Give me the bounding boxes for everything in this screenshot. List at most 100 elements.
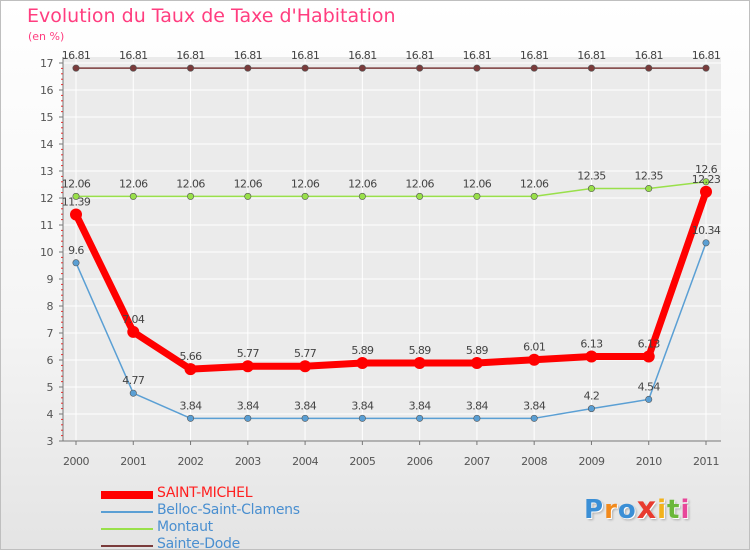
- data-label: 3.84: [179, 399, 202, 412]
- data-point: [358, 414, 366, 422]
- data-label: 6.13: [580, 337, 603, 350]
- data-point: [70, 208, 82, 221]
- data-point: [72, 64, 80, 72]
- x-tick-label: 2004: [292, 455, 318, 468]
- data-label: 12.06: [62, 177, 91, 190]
- data-point: [187, 64, 195, 72]
- legend-label: Sainte-Dode: [157, 536, 240, 552]
- data-point: [702, 178, 710, 186]
- data-point: [413, 356, 426, 369]
- data-point: [184, 363, 197, 376]
- data-label: 5.66: [179, 350, 202, 363]
- data-point: [587, 185, 595, 193]
- x-tick-label: 2011: [693, 455, 719, 468]
- data-label: 3.84: [523, 399, 546, 412]
- data-label: 6.13: [638, 337, 661, 350]
- data-label: 9.6: [68, 244, 84, 257]
- y-tick-label: 16: [40, 84, 53, 97]
- series-line-belloc-saint-clamens: [75, 242, 707, 420]
- x-tick-label: 2000: [63, 455, 89, 468]
- data-point: [244, 192, 252, 200]
- data-label: 16.81: [405, 49, 434, 62]
- data-label: 12.06: [463, 177, 492, 190]
- data-label: 3.84: [409, 399, 432, 412]
- data-label: 3.84: [466, 399, 489, 412]
- y-tick-label: 4: [47, 408, 54, 421]
- data-label: 7.04: [122, 313, 145, 326]
- x-tick-label: 2008: [521, 455, 547, 468]
- data-point: [301, 192, 309, 200]
- data-point: [244, 64, 252, 72]
- data-label: 16.81: [234, 49, 263, 62]
- data-label: 12.06: [234, 177, 263, 190]
- data-point: [642, 350, 655, 363]
- data-label: 12.06: [348, 177, 377, 190]
- legend-label: Montaut: [157, 519, 213, 535]
- data-point: [187, 192, 195, 200]
- legend-swatch: [101, 491, 153, 499]
- data-label: 12.35: [577, 170, 606, 183]
- logo-letter: i: [680, 495, 691, 525]
- y-tick-label: 15: [40, 111, 53, 124]
- plot-area: [63, 57, 721, 441]
- y-tick-label: 3: [47, 435, 54, 448]
- y-tick-label: 13: [40, 165, 53, 178]
- legend-swatch: [101, 528, 153, 530]
- data-label: 16.81: [692, 49, 721, 62]
- y-tick-label: 10: [40, 246, 53, 259]
- data-point: [587, 405, 595, 413]
- data-point: [645, 64, 653, 72]
- data-point: [356, 356, 369, 369]
- legend-item: Sainte-Dode: [101, 536, 361, 554]
- data-point: [645, 185, 653, 193]
- legend-item: Belloc-Saint-Clamens: [101, 502, 361, 520]
- data-point: [358, 64, 366, 72]
- data-label: 16.81: [520, 49, 549, 62]
- data-point: [645, 395, 653, 403]
- y-tick-label: 11: [40, 219, 53, 232]
- data-label: 11.39: [62, 195, 91, 208]
- y-tick-label: 5: [47, 381, 54, 394]
- data-point: [530, 414, 538, 422]
- y-tick-label: 14: [40, 138, 53, 151]
- data-label: 12.06: [176, 177, 205, 190]
- data-point: [244, 414, 252, 422]
- data-label: 12.35: [634, 170, 663, 183]
- data-label: 16.81: [291, 49, 320, 62]
- data-label: 4.77: [122, 374, 145, 387]
- legend-item: Montaut: [101, 519, 361, 537]
- data-point: [528, 353, 541, 366]
- data-label: 12.23: [692, 173, 721, 186]
- data-label: 16.81: [577, 49, 606, 62]
- data-label: 4.2: [584, 390, 600, 403]
- series-line-saint-michel: [72, 190, 710, 373]
- data-point: [358, 192, 366, 200]
- data-label: 10.34: [692, 224, 721, 237]
- y-tick-label: 7: [47, 327, 54, 340]
- legend-label: SAINT-MICHEL: [157, 485, 253, 501]
- x-tick-label: 2006: [407, 455, 433, 468]
- data-point: [700, 185, 712, 198]
- x-tick-label: 2001: [120, 455, 146, 468]
- data-point: [72, 259, 80, 267]
- data-label: 16.81: [119, 49, 148, 62]
- data-label: 12.06: [119, 177, 148, 190]
- data-point: [301, 64, 309, 72]
- data-label: 5.89: [466, 344, 489, 357]
- legend-item: SAINT-MICHEL: [101, 485, 361, 503]
- data-label: 3.84: [351, 399, 374, 412]
- data-point: [72, 192, 80, 200]
- data-label: 5.77: [237, 347, 260, 360]
- y-tick-label: 17: [40, 57, 53, 70]
- data-point: [530, 64, 538, 72]
- data-label: 5.77: [294, 347, 317, 360]
- x-tick-label: 2007: [464, 455, 490, 468]
- data-point: [187, 414, 195, 422]
- data-point: [416, 414, 424, 422]
- x-tick-label: 2002: [178, 455, 204, 468]
- x-tick-label: 2003: [235, 455, 261, 468]
- y-tick-label: 6: [47, 354, 54, 367]
- data-point: [473, 192, 481, 200]
- data-label: 12.06: [291, 177, 320, 190]
